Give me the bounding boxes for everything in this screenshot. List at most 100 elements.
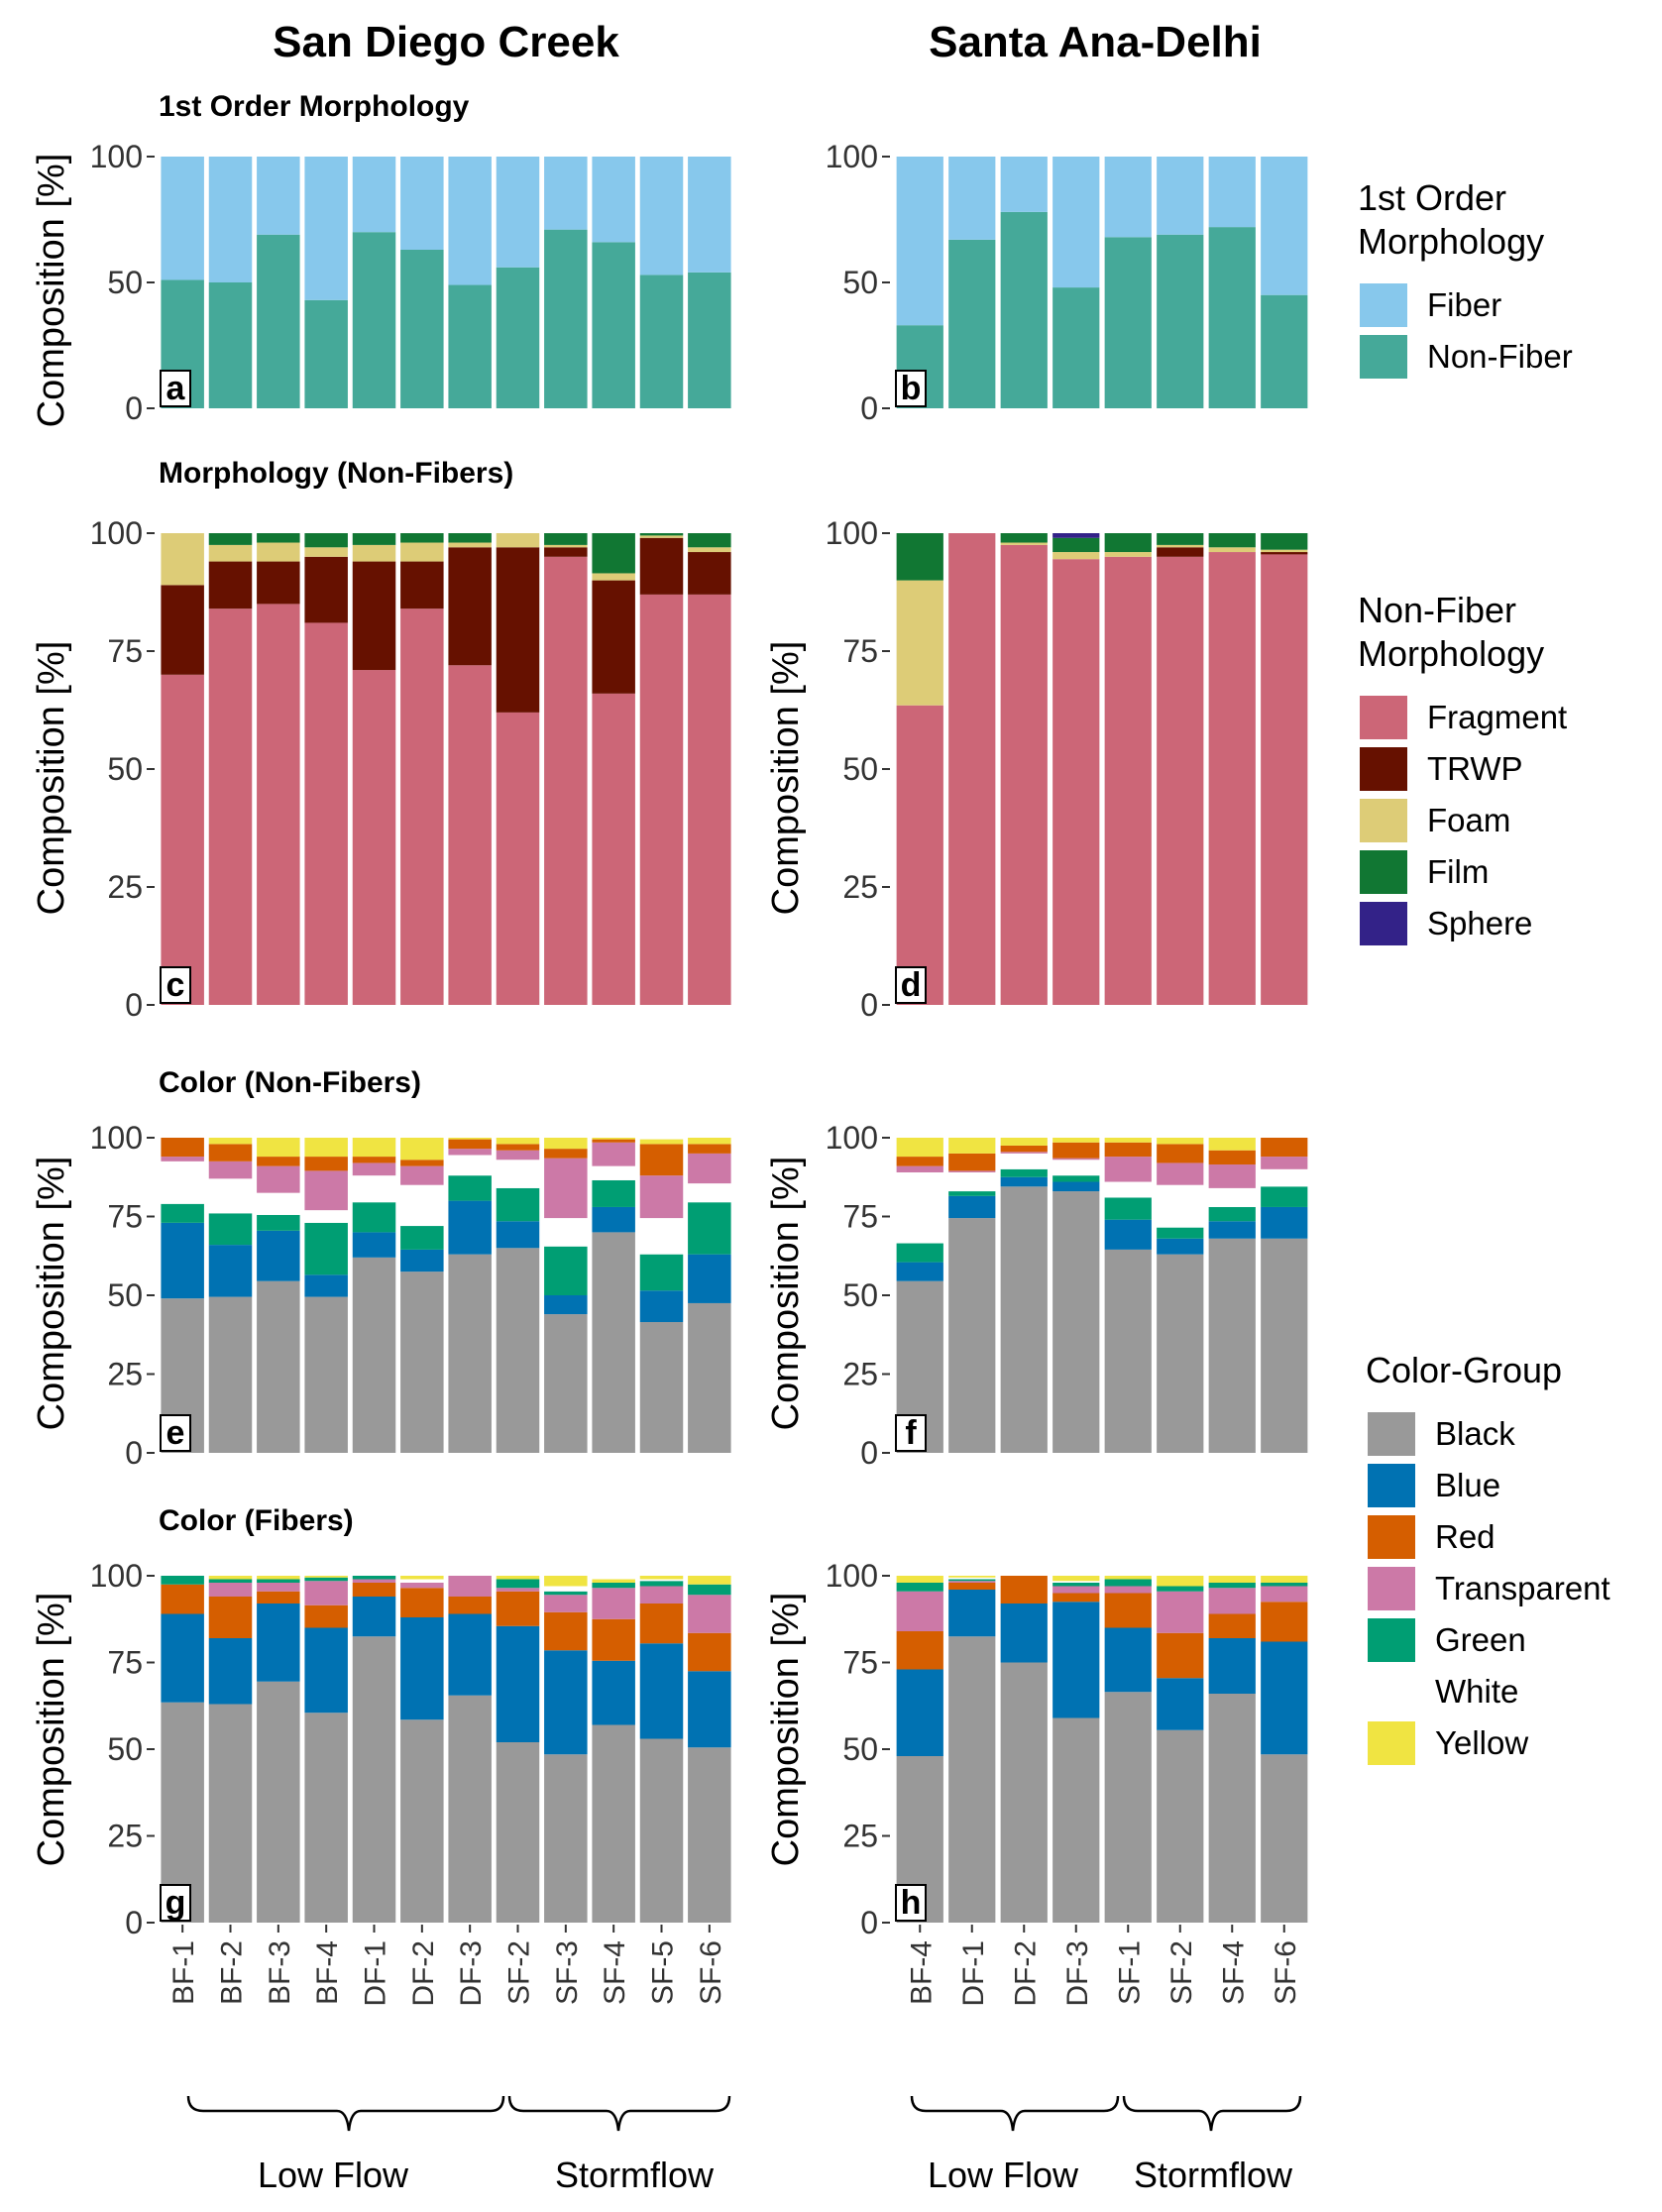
y-tick-label: 75	[107, 633, 143, 669]
bar-red-sf-3	[544, 1149, 588, 1159]
bar-fragment-bf-4	[304, 622, 348, 1005]
legend-label-fragment: Fragment	[1427, 699, 1567, 735]
legend-label-fiber: Fiber	[1427, 286, 1501, 323]
panel-title-color-non-fibers: Color (Non-Fibers)	[159, 1066, 421, 1099]
bar-red-bf-4	[304, 1604, 348, 1628]
panel-letter-e: e	[166, 1414, 185, 1452]
y-axis-label-d: Composition [%]	[765, 641, 807, 916]
legend-swatch-green	[1368, 1618, 1415, 1662]
bar-transparent-bf-2	[208, 1161, 253, 1179]
x-tick-label-sf-4: SF-4	[599, 1940, 631, 2005]
bar-black-bf-4	[304, 1713, 348, 1923]
bar-white-sf-5	[639, 1579, 684, 1582]
bar-transparent-sf-4	[592, 1588, 635, 1619]
panel-letter-box	[160, 1414, 191, 1452]
legend-title-line: Color-Group	[1366, 1350, 1562, 1390]
bar-red-df-1	[352, 1157, 396, 1163]
bar-yellow-sf-2	[1157, 1138, 1204, 1145]
bar-fiber-df-3	[448, 157, 492, 285]
bar-black-df-3	[448, 1695, 492, 1923]
y-tick-label: 100	[826, 515, 878, 551]
bar-white-bf-2	[208, 1178, 253, 1214]
bar-black-bf-3	[257, 1280, 300, 1453]
bar-film-sf-4	[592, 533, 635, 574]
bar-fiber-df-2	[1000, 157, 1048, 212]
bar-black-sf-6	[688, 1747, 731, 1923]
bar-white-sf-4	[592, 1165, 635, 1180]
bar-yellow-sf-4	[592, 1579, 635, 1583]
y-tick-label: 100	[90, 1558, 143, 1594]
bar-red-bf-1	[161, 1138, 204, 1158]
bar-yellow-sf-2	[496, 1138, 540, 1145]
bar-fiber-bf-4	[896, 157, 943, 326]
x-tick-label-df-3: DF-3	[455, 1940, 488, 2007]
bar-yellow-sf-6	[1261, 1576, 1308, 1583]
y-tick-label: 0	[125, 390, 143, 426]
bar-white-df-3	[448, 1155, 492, 1176]
y-tick-label: 75	[842, 633, 878, 669]
bar-film-df-2	[1000, 533, 1048, 543]
bar-fiber-sf-1	[1104, 157, 1152, 238]
bar-non-fiber-df-1	[352, 232, 396, 408]
panel-letter-box	[160, 966, 191, 1004]
bar-blue-sf-2	[496, 1625, 540, 1742]
bar-transparent-sf-5	[639, 1175, 684, 1219]
bar-transparent-bf-3	[257, 1165, 300, 1193]
bar-white-df-1	[948, 1171, 996, 1192]
bar-fragment-df-1	[352, 670, 396, 1005]
bar-red-bf-3	[257, 1591, 300, 1604]
x-tick-label-sf-6: SF-6	[1270, 1940, 1302, 2005]
bar-green-sf-2	[1157, 1227, 1204, 1239]
bar-transparent-sf-1	[1104, 1586, 1152, 1594]
x-tick-label-df-2: DF-2	[407, 1940, 440, 2007]
bar-green-sf-4	[1208, 1583, 1256, 1589]
bar-non-fiber-sf-6	[688, 272, 731, 408]
bar-red-sf-5	[639, 1604, 684, 1644]
bar-blue-sf-4	[592, 1206, 635, 1233]
bar-fragment-sf-6	[1261, 554, 1308, 1005]
bar-yellow-sf-3	[544, 1138, 588, 1150]
bar-fiber-df-3	[1053, 157, 1100, 288]
bar-white-df-1	[352, 1175, 396, 1203]
bar-white-sf-4	[1208, 1187, 1256, 1207]
bar-blue-bf-2	[208, 1245, 253, 1297]
bar-green-bf-4	[304, 1577, 348, 1582]
bar-transparent-df-1	[948, 1170, 996, 1172]
bar-red-sf-2	[496, 1144, 540, 1151]
bar-blue-sf-4	[592, 1660, 635, 1725]
bar-red-df-1	[352, 1583, 396, 1597]
bar-fiber-df-1	[352, 157, 396, 233]
bar-fragment-bf-1	[161, 674, 204, 1005]
x-tick-label-sf-4: SF-4	[1217, 1940, 1250, 2005]
bar-blue-bf-1	[161, 1613, 204, 1703]
bar-fiber-sf-4	[592, 157, 635, 243]
bar-blue-df-1	[352, 1597, 396, 1637]
bar-red-sf-4	[592, 1139, 635, 1143]
bar-transparent-sf-3	[544, 1158, 588, 1219]
bar-yellow-df-2	[400, 1138, 444, 1161]
bar-red-sf-2	[1157, 1632, 1204, 1679]
panel-c: 0 25 50 75 100 c	[90, 515, 731, 1023]
bar-non-fiber-df-2	[1000, 211, 1048, 408]
panel-letter-box	[160, 370, 191, 407]
bar-black-sf-4	[1208, 1238, 1256, 1453]
bar-white-bf-4	[896, 1171, 943, 1244]
bar-black-df-1	[948, 1636, 996, 1923]
bar-non-fiber-df-3	[1053, 287, 1100, 408]
bar-yellow-df-1	[352, 1138, 396, 1158]
bar-white-sf-2	[1157, 1184, 1204, 1228]
bar-yellow-bf-4	[896, 1138, 943, 1158]
y-tick-label: 75	[842, 1645, 878, 1681]
group-label-sdc-stormflow: Stormflow	[555, 2155, 715, 2195]
bar-red-df-2	[1000, 1576, 1048, 1604]
bar-white-bf-3	[257, 1192, 300, 1215]
bar-film-sf-6	[1261, 533, 1308, 550]
group-brace-sad-stormflow	[1122, 2095, 1302, 2132]
legend-swatch-fiber	[1360, 283, 1407, 327]
bar-non-fiber-df-3	[448, 284, 492, 408]
bar-green-sf-1	[1104, 1579, 1152, 1587]
y-tick-label: 50	[107, 1731, 143, 1767]
bar-film-df-2	[400, 533, 444, 543]
y-axis-label-c: Composition [%]	[31, 641, 72, 916]
